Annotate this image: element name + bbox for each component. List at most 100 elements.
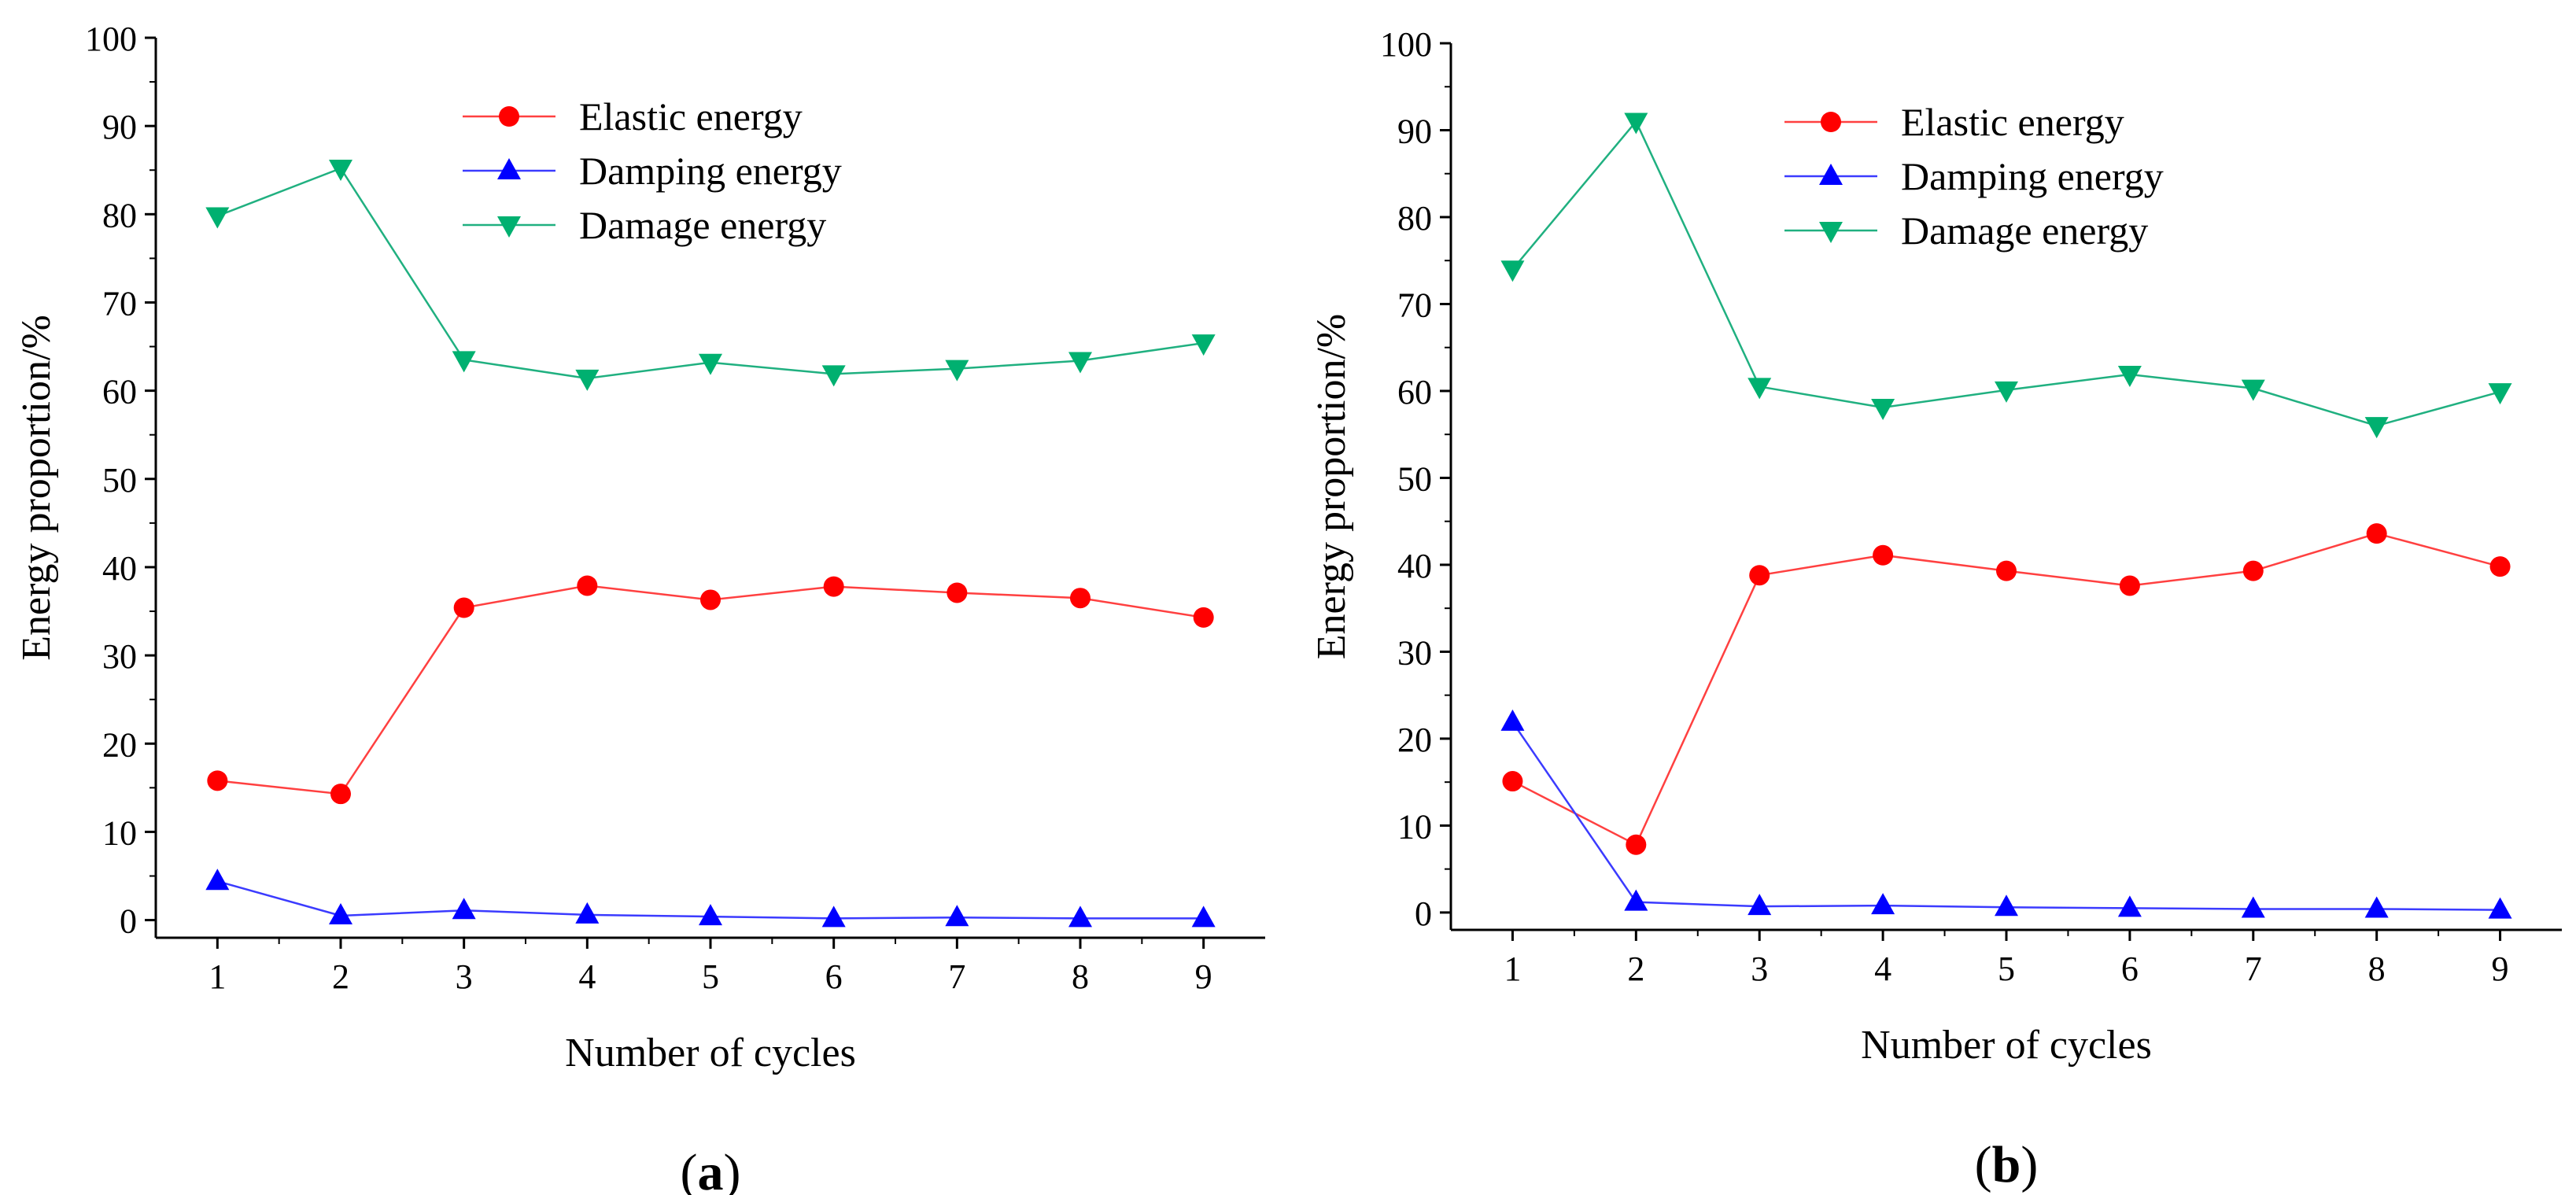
y-tick-label: 10 bbox=[1397, 807, 1432, 846]
data-point bbox=[2364, 417, 2389, 439]
y-tick-label: 70 bbox=[1397, 286, 1432, 324]
x-tick-label: 3 bbox=[456, 957, 473, 996]
chart-panel-b: 0 10 20 30 40 50 60 70 80 90 100 1 2 3 4 5 6 7 8 9 Number of… bbox=[1309, 25, 2562, 1193]
data-point bbox=[1873, 544, 1894, 566]
series-damage-energy bbox=[205, 159, 1216, 391]
x-tick-label: 1 bbox=[1504, 950, 1521, 988]
legend-marker bbox=[1819, 164, 1843, 185]
y-tick-label: 80 bbox=[102, 196, 137, 234]
legend-item: Elastic energy bbox=[1784, 100, 2124, 144]
y-tick-label: 10 bbox=[102, 813, 137, 852]
x-tick-label: 3 bbox=[1751, 950, 1768, 988]
x-tick-label: 9 bbox=[1195, 957, 1212, 996]
data-point bbox=[699, 904, 722, 926]
series-damping-energy bbox=[205, 869, 1216, 928]
data-point bbox=[2241, 896, 2265, 918]
data-point bbox=[699, 353, 722, 375]
y-tick-label: 80 bbox=[1397, 199, 1432, 238]
legend-label: Damage energy bbox=[579, 203, 826, 247]
y-tick-label: 50 bbox=[1397, 459, 1432, 498]
legend-item: Damping energy bbox=[463, 149, 842, 193]
data-point bbox=[2366, 523, 2387, 544]
y-tick-label: 30 bbox=[1397, 633, 1432, 672]
legend-label: Damage energy bbox=[1901, 208, 2148, 253]
data-point bbox=[1747, 378, 1772, 400]
y-tick-label: 70 bbox=[102, 284, 137, 323]
y-tick-label: 60 bbox=[102, 373, 137, 411]
series-elastic-energy bbox=[1502, 523, 2511, 855]
data-point bbox=[330, 784, 351, 805]
data-point bbox=[1996, 560, 2017, 581]
y-tick-label: 60 bbox=[1397, 373, 1432, 411]
data-point bbox=[1624, 889, 1648, 911]
y-tick-label: 30 bbox=[102, 637, 137, 676]
legend-marker bbox=[1821, 112, 1841, 132]
data-point bbox=[947, 582, 968, 603]
data-point bbox=[1502, 771, 1523, 792]
y-tick-label: 0 bbox=[120, 902, 137, 941]
series-elastic-energy bbox=[207, 575, 1214, 805]
y-tick-label: 40 bbox=[1397, 547, 1432, 585]
legend-item: Elastic energy bbox=[463, 94, 803, 138]
data-point bbox=[2488, 383, 2512, 405]
x-tick-label: 7 bbox=[948, 957, 965, 996]
x-tick-label: 5 bbox=[702, 957, 719, 996]
chart-panel-a: 0 10 20 30 40 50 60 70 80 90 100 1 2 3 4 5 6 7 8 9 Number of… bbox=[14, 20, 1265, 1195]
data-point bbox=[945, 905, 969, 927]
legend-marker bbox=[499, 106, 519, 127]
data-point bbox=[329, 902, 352, 924]
data-point bbox=[1191, 905, 1216, 928]
data-point bbox=[821, 365, 846, 387]
data-point bbox=[1070, 588, 1091, 609]
x-tick-label: 2 bbox=[1627, 950, 1644, 988]
data-point bbox=[577, 575, 598, 596]
data-point bbox=[1068, 352, 1092, 374]
data-point bbox=[2241, 379, 2265, 401]
series-damage-energy bbox=[1500, 112, 2512, 439]
data-point bbox=[1193, 607, 1214, 628]
series-damping-energy bbox=[1500, 709, 2512, 919]
data-point bbox=[329, 159, 352, 181]
x-tick-label: 7 bbox=[2245, 950, 2262, 988]
legend-label: Damping energy bbox=[1901, 154, 2164, 198]
data-point bbox=[2119, 575, 2140, 596]
data-point bbox=[821, 905, 846, 928]
data-point bbox=[1871, 893, 1895, 915]
data-point bbox=[207, 770, 228, 791]
x-axis-title: Number of cycles bbox=[565, 1031, 856, 1075]
y-tick-label: 90 bbox=[102, 108, 137, 146]
data-point bbox=[1871, 398, 1895, 420]
x-tick-label: 4 bbox=[578, 957, 596, 996]
data-point bbox=[2117, 895, 2142, 917]
data-point bbox=[1191, 334, 1216, 356]
legend-label: Damping energy bbox=[579, 149, 842, 193]
legend-item: Damage energy bbox=[1784, 208, 2148, 253]
data-point bbox=[1749, 565, 1770, 586]
y-tick-label: 0 bbox=[1415, 894, 1432, 933]
data-point bbox=[575, 902, 600, 924]
x-tick-label: 5 bbox=[1998, 950, 2015, 988]
data-point bbox=[1500, 260, 1525, 282]
x-tick-label: 6 bbox=[825, 957, 843, 996]
data-point bbox=[1500, 709, 1525, 731]
data-point bbox=[453, 597, 474, 618]
y-tick-label: 40 bbox=[102, 549, 137, 588]
x-tick-label: 1 bbox=[209, 957, 226, 996]
data-point bbox=[2488, 897, 2512, 919]
data-point bbox=[452, 351, 476, 373]
y-tick-label: 90 bbox=[1397, 112, 1432, 150]
legend-label: Elastic energy bbox=[1901, 100, 2124, 144]
x-tick-label: 8 bbox=[2368, 950, 2386, 988]
y-axis-title: Energy proportion/% bbox=[14, 315, 59, 661]
legend: Elastic energy Damping energy Damage energ… bbox=[1784, 100, 2164, 253]
y-tick-label: 50 bbox=[102, 461, 137, 500]
x-tick-label: 2 bbox=[332, 957, 349, 996]
data-point bbox=[1068, 905, 1092, 928]
data-point bbox=[452, 898, 476, 920]
data-point bbox=[205, 207, 230, 229]
legend-marker bbox=[497, 216, 521, 238]
series-line bbox=[1511, 721, 2500, 911]
x-tick-label: 6 bbox=[2121, 950, 2139, 988]
data-point bbox=[1747, 894, 1772, 916]
legend-item: Damping energy bbox=[1784, 154, 2164, 198]
